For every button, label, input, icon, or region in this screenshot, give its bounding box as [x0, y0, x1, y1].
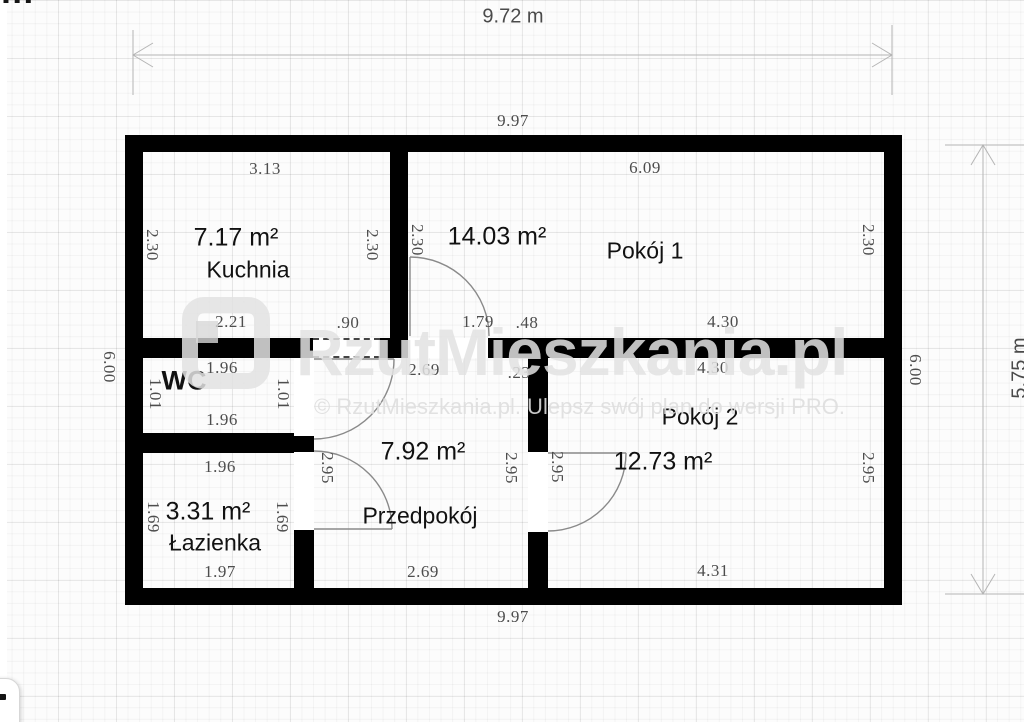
wall-wc-lazienka — [143, 433, 314, 453]
room-label-pokoj2: Pokój 2 — [661, 403, 739, 430]
door-wc-icon[interactable] — [313, 358, 395, 440]
dim-pokoj1-top: 6.09 — [629, 158, 661, 177]
dim-pokoj2-right: 2.95 — [859, 452, 878, 484]
door-opening-pokoj1[interactable] — [408, 338, 488, 358]
corner-toolbar-panel[interactable] — [0, 678, 20, 722]
room-label-kuchnia: Kuchnia — [206, 256, 290, 283]
dim-przedpokoj-top-right: .23 — [507, 363, 531, 382]
dim-pokoj1-bottom-mid: .48 — [515, 313, 539, 332]
room-label-przedpokoj: Przedpokój — [362, 502, 478, 529]
dim-pokoj1-left: 2.30 — [408, 224, 427, 256]
width-dimension-line — [132, 25, 893, 95]
dim-inner-right: 6.00 — [906, 354, 925, 386]
arrow-up-icon — [970, 144, 996, 166]
room-area-kuchnia: 7.17 m² — [193, 223, 279, 252]
dim-przedpokoj-top: 2.69 — [408, 360, 440, 379]
dim-lazienka-right: 1.69 — [273, 501, 292, 533]
dim-wc-right: 1.01 — [274, 378, 293, 410]
dim-kuchnia-top: 3.13 — [249, 159, 281, 178]
room-area-pokoj1: 14.03 m² — [447, 222, 547, 251]
door-opening-wc[interactable] — [294, 358, 314, 436]
watermark-logo-dot-icon — [196, 321, 218, 343]
dim-przedpokoj-right: 2.95 — [502, 452, 521, 484]
door-pokoj1-icon[interactable] — [409, 256, 490, 337]
room-label-pokoj1: Pokój 1 — [606, 237, 684, 264]
dim-kuchnia-left: 2.30 — [143, 229, 162, 261]
watermark-logo-icon — [182, 297, 270, 389]
dim-pokoj1-bottom-right: 4.30 — [707, 312, 739, 331]
height-dimension-line — [945, 144, 1024, 595]
dim-wc-bottom: 1.96 — [206, 410, 238, 429]
dim-overall-width: 9.72 m — [482, 5, 544, 28]
arrow-right-icon — [871, 42, 893, 68]
dim-wc-top: 1.96 — [206, 358, 238, 377]
wall-outer-bottom — [125, 588, 902, 605]
dim-inner-left: 6.00 — [100, 351, 119, 383]
watermark-big-text: RzutMieszkania.pl — [296, 315, 848, 389]
arrow-down-icon — [970, 573, 996, 595]
dim-pokoj1-bottom-left: 1.79 — [462, 312, 494, 331]
door-opening-pokoj2[interactable] — [528, 452, 548, 532]
dim-przedpokoj-left: 2.95 — [318, 452, 337, 484]
room-pokoj2[interactable] — [548, 358, 884, 588]
zoom-out-icon[interactable] — [0, 694, 6, 700]
dim-lazienka-top: 1.96 — [204, 457, 236, 476]
dim-lazienka-left: 1.69 — [144, 501, 163, 533]
window-kuchnia-icon[interactable] — [313, 338, 380, 358]
wall-outer-top — [125, 135, 902, 152]
room-area-przedpokoj: 7.92 m² — [380, 437, 466, 466]
wall-kuchnia-pokoj1 — [390, 152, 408, 358]
room-area-pokoj2: 12.73 m² — [613, 447, 713, 476]
ruler-unit-fragment: m — [1, 0, 33, 12]
wall-outer-right — [884, 135, 902, 605]
dim-kuchnia-right: 2.30 — [363, 229, 382, 261]
dim-pokoj2-top: 4.30 — [697, 358, 729, 377]
dim-pokoj1-right: 2.30 — [859, 224, 878, 256]
door-lazienka-icon[interactable] — [313, 450, 393, 530]
dim-inner-top: 9.97 — [497, 111, 529, 130]
dim-pokoj2-bottom: 4.31 — [697, 561, 729, 580]
wall-outer-left — [125, 135, 143, 605]
door-pokoj2-icon[interactable] — [547, 452, 627, 532]
left-edge-strip — [0, 0, 7, 722]
room-przedpokoj[interactable] — [314, 358, 528, 588]
dim-przedpokoj-bottom: 2.69 — [407, 562, 439, 581]
dim-kuchnia-bottom-left: 2.21 — [215, 312, 247, 331]
watermark-small-text: © RzutMieszkania.pl. Ulepsz swój plan do… — [314, 394, 845, 419]
arrow-left-icon — [132, 42, 154, 68]
room-area-lazienka: 3.31 m² — [165, 497, 251, 526]
dim-pokoj2-left: 2.95 — [548, 451, 567, 483]
dim-kuchnia-bottom-right: .90 — [336, 313, 360, 332]
dim-inner-bottom: 9.97 — [497, 607, 529, 626]
door-opening-lazienka[interactable] — [294, 452, 314, 530]
dim-lazienka-bottom: 1.97 — [204, 562, 236, 581]
dim-overall-height: 5.75 m — [1008, 337, 1024, 399]
room-label-lazienka: Łazienka — [168, 529, 262, 556]
